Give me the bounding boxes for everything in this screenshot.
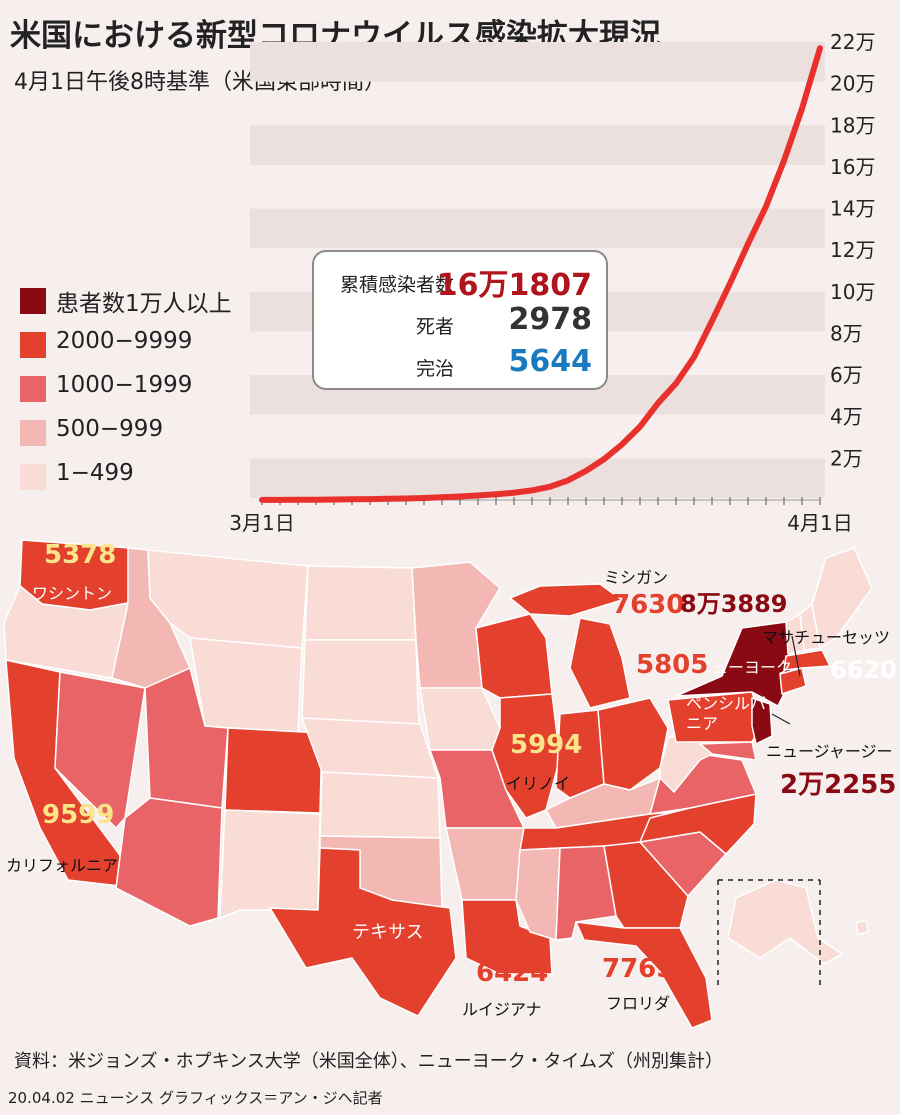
label-california-name: カリフォルニア bbox=[6, 856, 119, 875]
state-ohio bbox=[597, 697, 669, 791]
state-illinois bbox=[491, 693, 561, 819]
legend-label: 500−999 bbox=[56, 416, 164, 442]
y-tick-label: 10万 bbox=[830, 280, 875, 304]
grid-band bbox=[250, 125, 825, 165]
label-california-value: 9599 bbox=[42, 800, 115, 830]
label-illinois-value: 5994 bbox=[510, 730, 583, 760]
state-westvirginia bbox=[659, 729, 713, 793]
y-tick-label: 14万 bbox=[830, 197, 875, 221]
legend-label: 患者数1万人以上 bbox=[56, 291, 232, 317]
stat-label: 死者 bbox=[415, 316, 454, 338]
state-iowa bbox=[419, 687, 501, 751]
state-wyoming bbox=[189, 637, 303, 734]
grid-band bbox=[250, 42, 825, 82]
state-southdakota bbox=[301, 639, 421, 729]
stat-label: 完治 bbox=[415, 358, 454, 380]
y-tick-label: 20万 bbox=[830, 72, 875, 96]
stat-value: 2978 bbox=[508, 302, 593, 337]
y-tick-label: 6万 bbox=[830, 363, 863, 387]
state-maine bbox=[811, 547, 873, 649]
legend-swatch bbox=[20, 420, 46, 446]
x-tick-label: 3月1日 bbox=[229, 511, 294, 535]
legend-swatch bbox=[20, 288, 46, 314]
y-tick-label: 4万 bbox=[830, 405, 863, 429]
source-note: 資料：米ジョンズ・ホプキンス大学（米国全体）、ニューヨーク・タイムズ（州別集計） bbox=[14, 1051, 724, 1072]
state-texas bbox=[269, 847, 457, 1017]
label-michigan-name: ミシガン bbox=[604, 568, 669, 587]
legend-label: 1−499 bbox=[56, 460, 134, 486]
y-tick-label: 2万 bbox=[830, 446, 863, 470]
state-nebraska bbox=[301, 717, 439, 779]
state-arkansas bbox=[445, 827, 525, 901]
label-louisiana-name: ルイジアナ bbox=[462, 1000, 542, 1019]
state-louisiana bbox=[461, 899, 553, 975]
state-colorado bbox=[224, 727, 323, 814]
state-alaska bbox=[727, 879, 843, 965]
label-newjersey-name: ニュージャージー bbox=[766, 742, 893, 761]
leader-lines bbox=[771, 635, 801, 725]
state-hawaii bbox=[855, 919, 869, 935]
stat-label: 累積感染者数 bbox=[339, 274, 454, 296]
label-newjersey-value: 2万2255 bbox=[780, 770, 897, 800]
label-newyork-value: 8万3889 bbox=[680, 590, 788, 618]
grid-band bbox=[250, 208, 825, 249]
y-tick-label: 16万 bbox=[830, 155, 875, 179]
credit-line: 20.04.02 ニューシス グラフィックス＝アン・ジヘ記者 bbox=[8, 1089, 383, 1107]
state-arizona bbox=[115, 797, 223, 927]
state-florida bbox=[575, 921, 713, 1029]
stat-deaths: 死者 2978 bbox=[314, 302, 606, 342]
y-tick-label: 18万 bbox=[830, 113, 875, 137]
label-pennsylvania-value: 5805 bbox=[636, 650, 709, 680]
us-state-map bbox=[3, 539, 873, 1029]
legend-label: 1000−1999 bbox=[56, 372, 193, 398]
label-washington-value: 5378 bbox=[44, 540, 117, 570]
y-tick-label: 8万 bbox=[830, 321, 863, 345]
x-tick-label: 4月1日 bbox=[787, 511, 852, 535]
legend-label: 2000−9999 bbox=[56, 328, 193, 354]
label-newyork-name: ニューヨーク bbox=[696, 658, 793, 677]
label-massachusetts-value: 6620 bbox=[830, 656, 897, 684]
legend-swatch bbox=[20, 376, 46, 402]
state-michigan-upper bbox=[509, 583, 623, 617]
state-northdakota bbox=[304, 565, 417, 641]
state-maryland bbox=[699, 741, 757, 761]
label-florida-value: 7765 bbox=[602, 954, 675, 984]
y-tick-label: 12万 bbox=[830, 238, 875, 262]
label-florida-name: フロリダ bbox=[606, 994, 671, 1013]
state-newjersey bbox=[751, 697, 773, 745]
stat-recovered: 完治 5644 bbox=[314, 344, 606, 384]
label-pennsylvania-name: ペンシルバニア bbox=[686, 694, 767, 733]
state-northcarolina bbox=[639, 793, 757, 855]
legend-swatch bbox=[20, 332, 46, 358]
state-nevada bbox=[54, 671, 146, 829]
label-massachusetts-name: マサチューセッツ bbox=[762, 628, 891, 647]
legend-swatch bbox=[20, 464, 46, 490]
stat-value: 16万1807 bbox=[436, 268, 592, 303]
label-louisiana-value: 6424 bbox=[476, 958, 549, 988]
label-washington-name: ワシントン bbox=[32, 584, 113, 603]
stats-box: 累積感染者数 16万1807 死者 2978 完治 5644 bbox=[312, 250, 608, 390]
state-kansas bbox=[319, 771, 441, 839]
y-tick-label: 22万 bbox=[830, 30, 875, 54]
state-newmexico bbox=[219, 809, 321, 919]
state-wisconsin bbox=[475, 613, 553, 699]
state-michigan bbox=[569, 617, 631, 709]
cases-curve bbox=[259, 45, 823, 503]
alaska-inset-border bbox=[717, 879, 821, 988]
state-mississippi bbox=[515, 847, 561, 941]
label-texas-name: テキサス bbox=[352, 922, 424, 943]
stat-cumulative: 累積感染者数 16万1807 bbox=[314, 260, 606, 303]
label-michigan-value: 7630 bbox=[612, 590, 685, 620]
label-illinois-name: イリノイ bbox=[506, 774, 571, 793]
stat-value: 5644 bbox=[508, 344, 593, 379]
